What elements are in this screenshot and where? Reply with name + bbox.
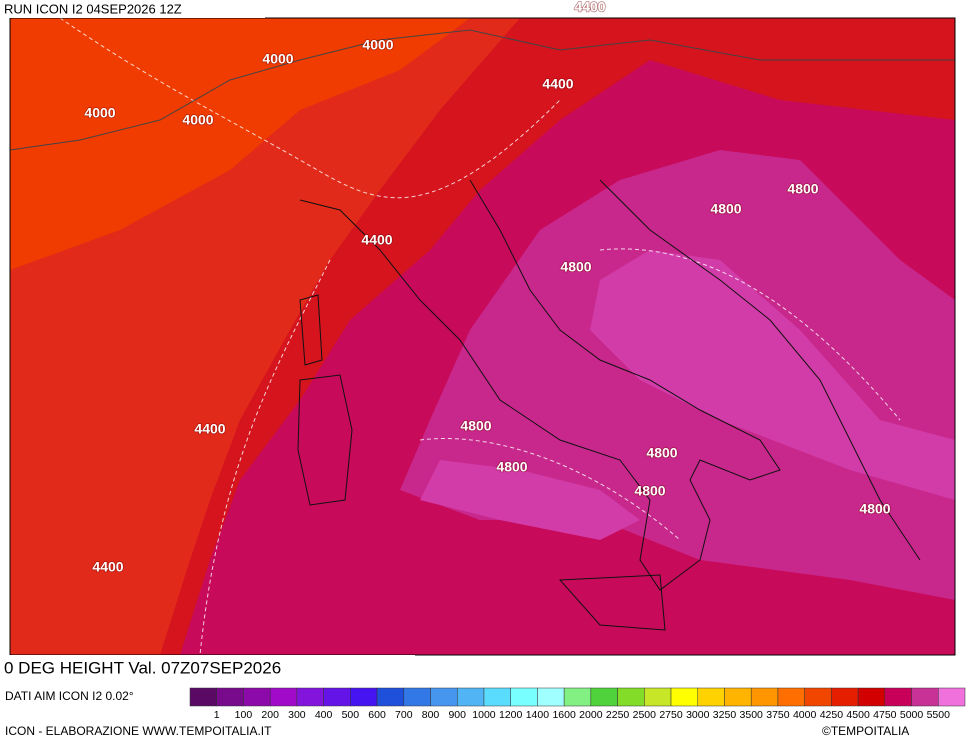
legend-swatch: [430, 687, 458, 707]
legend-swatch: [777, 687, 805, 707]
region-pink: [420, 460, 640, 540]
title-box: [0, 655, 415, 683]
contour-line: [199, 259, 331, 656]
coastlines: [9, 29, 955, 631]
region-pink: [590, 250, 955, 500]
legend-swatch: [804, 687, 832, 707]
legend-swatch: [456, 687, 485, 707]
legend-tick-label: 3500: [740, 709, 764, 721]
contour-label: 4000: [262, 51, 293, 67]
contour-line: [599, 248, 901, 421]
legend-tick-label: 400: [315, 709, 333, 721]
legend-tick-label: 2500: [633, 709, 657, 721]
contour-label: 4800: [710, 201, 741, 217]
legend-tick-label: 1000: [472, 709, 496, 721]
coastline: [299, 294, 323, 366]
contour-label: 4400: [542, 76, 573, 92]
legend-tick-label: 3750: [766, 709, 790, 721]
legend-tick-label: 3250: [713, 709, 737, 721]
legend-tick-label: 2250: [606, 709, 630, 721]
legend-swatch: [884, 687, 912, 707]
contour-label: 4400: [361, 232, 392, 248]
coastline: [299, 179, 781, 591]
legend-swatch: [403, 687, 431, 707]
legend-tick-label: 600: [368, 709, 386, 721]
legend-swatch: [724, 687, 752, 707]
header-box: [0, 0, 265, 18]
region-orange: [10, 18, 470, 270]
legend-tick-label: 900: [448, 709, 466, 721]
border: [9, 29, 955, 151]
legend-tick-label: 4000: [793, 709, 817, 721]
contour-label: 4800: [634, 483, 665, 499]
contour-label: 4400: [574, 0, 605, 15]
source: DATI AIM ICON I2 0.02°: [5, 689, 134, 703]
credit: ICON - ELABORAZIONE WWW.TEMPOITALIA.IT: [5, 724, 272, 738]
legend-tick-label: 3000: [686, 709, 710, 721]
legend-swatch: [216, 687, 244, 707]
legend-tick-label: 2000: [579, 709, 603, 721]
brand: ©TEMPOITALIA: [822, 724, 909, 738]
map-frame: [9, 17, 956, 656]
header-title: RUN ICON I2 04SEP2026 12Z: [4, 1, 182, 16]
contour-label: 4400: [194, 421, 225, 437]
legend-tick-label: 300: [288, 709, 306, 721]
contour-label: 4000: [182, 112, 213, 128]
legend-tick-label: 2750: [659, 709, 683, 721]
legend-tick-label: 4750: [873, 709, 897, 721]
contour-labels: 4400 4000 4000 4400 4000 4000 4800 4800 4400 4800…: [84, 0, 892, 575]
contour-label: 4800: [560, 259, 591, 275]
coastline: [297, 374, 353, 506]
legend-swatch: [483, 687, 511, 707]
legend-tick-label: 1200: [499, 709, 523, 721]
legend-swatch: [269, 687, 298, 707]
coastline: [599, 179, 921, 561]
legend-swatch: [857, 687, 886, 707]
legend-swatch: [670, 687, 699, 707]
legend-tick-label: 700: [395, 709, 413, 721]
contour-label: 4800: [787, 181, 818, 197]
legend-tick-label: 100: [235, 709, 253, 721]
legend-tick-label: 4500: [846, 709, 870, 721]
legend-swatch: [644, 687, 672, 707]
legend-swatch: [350, 687, 378, 707]
legend-swatch: [243, 687, 271, 707]
legend-tick-label: 800: [422, 709, 440, 721]
legend-swatch: [189, 687, 217, 707]
contour-label: 4800: [460, 418, 491, 434]
legend-tick-label: 1600: [552, 709, 576, 721]
legend-swatch: [938, 687, 966, 707]
legend-tick-label: 5000: [900, 709, 924, 721]
legend-swatch: [510, 687, 538, 707]
contour-label: 4800: [646, 445, 677, 461]
legend-tick-label: 5500: [927, 709, 951, 721]
legend-tick-label: 1: [214, 709, 220, 721]
legend-swatch: [296, 687, 324, 707]
legend-swatch: [697, 687, 725, 707]
legend-tick-label: 200: [261, 709, 279, 721]
legend-swatch: [563, 687, 592, 707]
legend-swatch: [750, 687, 779, 707]
contour-label: 4000: [84, 105, 115, 121]
legend-swatch: [590, 687, 618, 707]
legend-swatch: [831, 687, 859, 707]
legend-swatch: [617, 687, 645, 707]
legend: 1 100 200 300 400 500 600 700 800 900 1000 1200 1400…: [189, 687, 966, 721]
map: 4400 4000 4000 4400 4000 4000 4800 4800 4400 4800…: [9, 0, 956, 656]
contour-label: 4800: [496, 459, 527, 475]
contour-label: 4400: [92, 559, 123, 575]
contour-label: 4000: [362, 37, 393, 53]
legend-swatch: [911, 687, 939, 707]
legend-swatch: [323, 687, 351, 707]
map-title: 0 DEG HEIGHT Val. 07Z07SEP2026: [4, 658, 281, 677]
contour-label: 4800: [859, 501, 890, 517]
legend-swatch: [376, 687, 405, 707]
coastline: [558, 574, 666, 631]
legend-tick-label: 1400: [526, 709, 550, 721]
legend-swatch: [537, 687, 565, 707]
legend-tick-label: 4250: [820, 709, 844, 721]
legend-tick-label: 500: [342, 709, 360, 721]
